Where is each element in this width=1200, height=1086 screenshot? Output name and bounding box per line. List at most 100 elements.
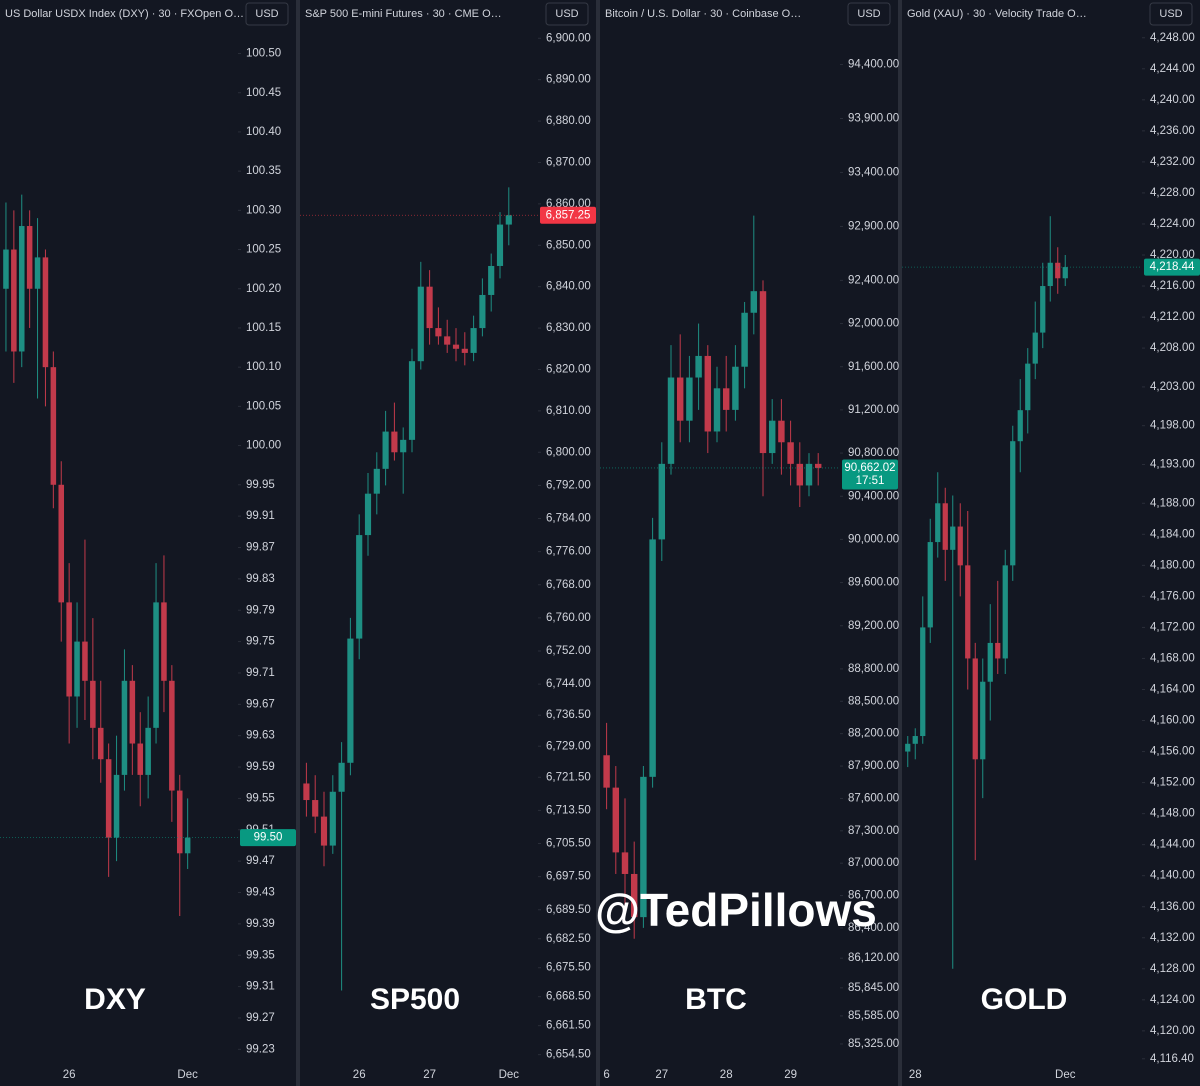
y-tick-label: 99.27 [246, 1012, 275, 1024]
y-tick-label: 92,400.00 [848, 274, 899, 286]
y-tick-label: 4,228.00 [1150, 187, 1195, 199]
candle-body [417, 286, 424, 362]
y-tick-label: 4,144.00 [1150, 839, 1195, 851]
x-tick-label: Dec [177, 1069, 198, 1081]
candle-body [980, 681, 986, 760]
candle-body [649, 539, 656, 777]
y-tick-label: 4,216.00 [1150, 280, 1195, 292]
y-tick-label: 6,705.50 [546, 838, 591, 850]
candle-body [338, 762, 345, 792]
candle-body [630, 873, 638, 918]
y-tick-label: 99.63 [246, 730, 275, 742]
y-tick-label: 4,193.00 [1150, 459, 1195, 471]
y-tick-label: 99.75 [246, 636, 275, 648]
x-tick-label: Dec [499, 1069, 520, 1081]
y-tick-label: 100.05 [246, 400, 281, 412]
candle-body [905, 743, 911, 752]
candle-body [987, 642, 993, 682]
candle-body [768, 420, 776, 454]
candle-body [927, 542, 933, 628]
y-tick-label: 6,697.50 [546, 871, 591, 883]
y-tick-label: 6,784.00 [546, 513, 591, 525]
y-tick-label: 99.59 [246, 761, 275, 773]
candle-body [787, 442, 794, 464]
candle-body [722, 388, 730, 410]
candle-body [400, 439, 407, 453]
y-tick-label: 6,668.50 [546, 991, 591, 1003]
candle-body [347, 638, 354, 763]
candle-body [1040, 286, 1046, 333]
currency-label[interactable]: USD [255, 8, 278, 20]
y-tick-label: 4,180.00 [1150, 559, 1195, 571]
x-tick-label: Dec [1055, 1069, 1076, 1081]
candle-body [640, 776, 647, 918]
y-tick-label: 100.00 [246, 440, 281, 452]
currency-button[interactable] [847, 2, 891, 26]
chart-panel: US Dollar USDX Index (DXY) · 30 · FXOpen… [0, 2, 296, 1081]
candle-body [161, 602, 167, 681]
x-tick-label: 6 [603, 1069, 609, 1081]
y-tick-label: 6,689.50 [546, 904, 591, 916]
y-tick-label: 99.87 [246, 542, 275, 554]
y-tick-label: 4,208.00 [1150, 342, 1195, 354]
candle-body [732, 366, 739, 410]
y-tick-label: 100.10 [246, 361, 281, 373]
candle-body [303, 783, 310, 801]
y-tick-label: 93,900.00 [848, 113, 899, 125]
currency-button[interactable] [545, 2, 589, 26]
candle-body [34, 257, 41, 289]
y-tick-label: 4,124.00 [1150, 994, 1195, 1006]
candle-body [129, 680, 136, 744]
currency-label[interactable]: USD [555, 8, 578, 20]
candle-body [778, 420, 785, 443]
watermark: @TedPillows [595, 884, 877, 936]
y-tick-label: 6,752.00 [546, 645, 591, 657]
y-tick-label: 99.79 [246, 604, 275, 616]
y-tick-label: 4,244.00 [1150, 63, 1195, 75]
y-tick-label: 4,172.00 [1150, 621, 1195, 633]
y-tick-label: 4,224.00 [1150, 218, 1195, 230]
y-tick-label: 4,132.00 [1150, 932, 1195, 944]
y-tick-label: 99.47 [246, 855, 275, 867]
candle-body [444, 336, 451, 345]
y-tick-label: 87,900.00 [848, 760, 899, 772]
y-tick-label: 4,140.00 [1150, 870, 1195, 882]
candle-body [505, 215, 512, 225]
candle-body [686, 377, 693, 421]
y-tick-label: 6,744.00 [546, 678, 591, 690]
y-tick-label: 4,176.00 [1150, 590, 1195, 602]
y-tick-label: 4,198.00 [1150, 420, 1195, 432]
currency-label[interactable]: USD [1159, 8, 1182, 20]
y-tick-label: 6,768.00 [546, 579, 591, 591]
candle-body [90, 680, 96, 728]
panel-divider [898, 0, 902, 1086]
chart-panel: Gold (XAU) · 30 · Velocity Trade O… USD 4,… [902, 2, 1200, 1081]
y-tick-label: 4,232.00 [1150, 156, 1195, 168]
y-tick-label: 4,236.00 [1150, 125, 1195, 137]
y-tick-label: 6,682.50 [546, 933, 591, 945]
last-price-label: 99.50 [254, 832, 283, 844]
y-tick-label: 4,116.40 [1150, 1053, 1194, 1065]
candle-body [957, 526, 963, 566]
y-tick-label: 4,188.00 [1150, 497, 1195, 509]
candle-body [461, 348, 468, 353]
y-tick-label: 100.25 [246, 244, 281, 256]
currency-button[interactable] [245, 2, 289, 26]
y-tick-label: 100.45 [246, 87, 281, 99]
panel-divider [296, 0, 300, 1086]
title-backdrop [902, 2, 1140, 26]
y-tick-label: 100.30 [246, 204, 281, 216]
currency-label[interactable]: USD [857, 8, 880, 20]
last-price-label: 6,857.25 [546, 209, 591, 221]
y-tick-label: 6,890.00 [546, 74, 591, 86]
candle-body [121, 680, 128, 775]
candle-body [713, 388, 721, 432]
currency-button[interactable] [1149, 2, 1193, 26]
y-tick-label: 87,300.00 [848, 825, 899, 837]
y-tick-label: 4,212.00 [1150, 311, 1195, 323]
y-tick-label: 4,152.00 [1150, 777, 1195, 789]
x-tick-label: 29 [784, 1069, 797, 1081]
y-tick-label: 99.43 [246, 887, 275, 899]
y-tick-label: 4,136.00 [1150, 901, 1195, 913]
